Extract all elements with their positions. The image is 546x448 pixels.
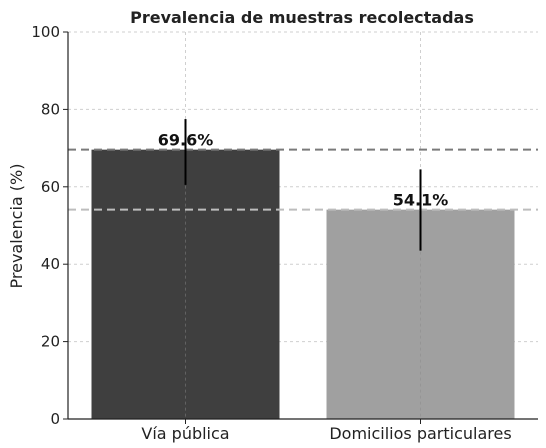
error-bars [184, 119, 422, 251]
axes [67, 32, 538, 420]
y-tick-label-1: 20 [41, 333, 60, 351]
y-tick-label-4: 80 [41, 100, 60, 118]
bars [91, 149, 515, 419]
y-tick-label-0: 0 [50, 410, 60, 428]
y-ticks: 0 20 40 60 80 100 [31, 23, 68, 428]
reference-lines [68, 148, 538, 211]
y-tick-label-5: 100 [31, 23, 60, 41]
y-tick-label-3: 60 [41, 178, 60, 196]
x-ticks: Vía pública Domicilios particulares [141, 419, 512, 443]
x-tick-label-1: Domicilios particulares [329, 424, 511, 443]
y-axis-label: Prevalencia (%) [7, 164, 26, 289]
chart-title: Prevalencia de muestras recolectadas [130, 8, 474, 27]
data-label-0: 69.6% [158, 131, 214, 150]
x-tick-label-0: Vía pública [141, 424, 229, 443]
data-label-1: 54.1% [393, 191, 449, 210]
y-tick-label-2: 40 [41, 255, 60, 273]
data-labels: 69.6% 54.1% [158, 131, 449, 210]
